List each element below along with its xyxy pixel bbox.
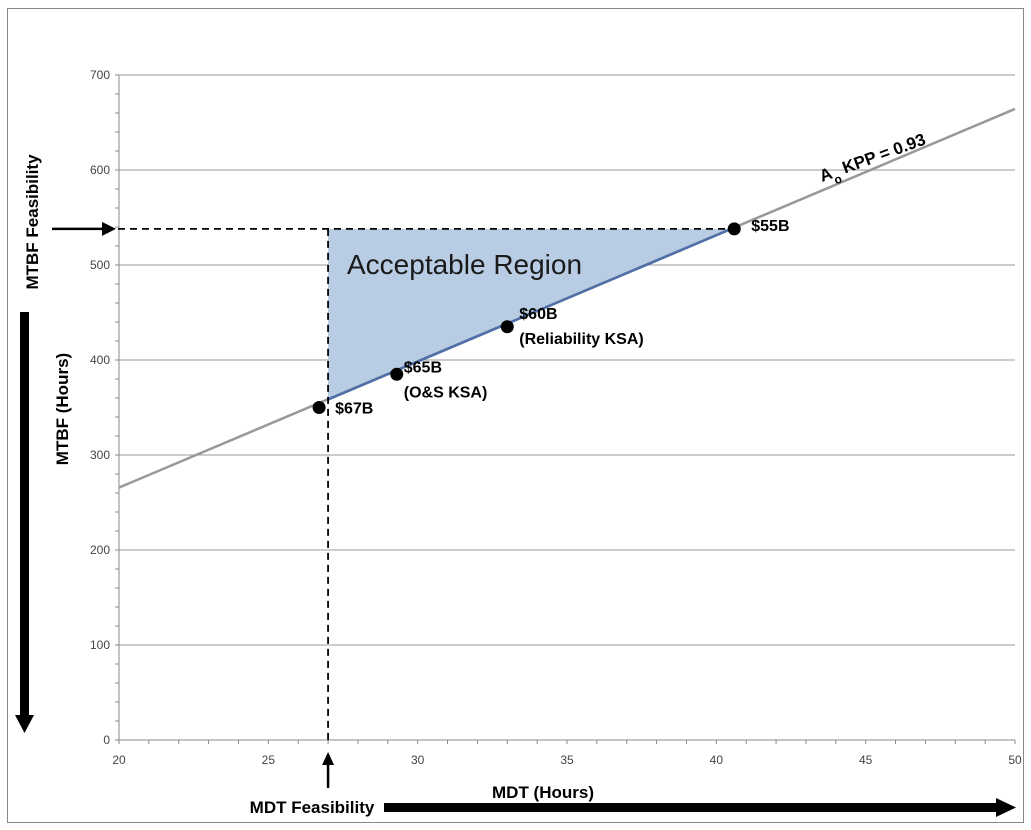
x-tick-label: 20 — [112, 753, 126, 767]
point-sublabel: (O&S KSA) — [404, 384, 488, 401]
y-tick-label: 300 — [90, 448, 110, 462]
mtbf-feasibility-label: MTBF Feasibility — [23, 154, 42, 290]
y-axis-label: MTBF (Hours) — [53, 353, 72, 465]
series-group — [119, 107, 1016, 489]
data-point — [727, 222, 741, 236]
y-tick-label: 700 — [90, 68, 110, 82]
x-tick-label: 50 — [1008, 753, 1022, 767]
x-tick-label: 40 — [710, 753, 724, 767]
y-tick-label: 600 — [90, 163, 110, 177]
axes: 0 100 200 300 400 500 600 700 20 25 30 35 40 45 50 — [90, 68, 1022, 767]
point-label: $55B — [751, 218, 789, 235]
point-label: $65B — [404, 359, 442, 376]
x-tick-label: 25 — [262, 753, 276, 767]
chart-text: Acceptable Region Ao KPP = 0.93 MDT (Hou… — [23, 130, 930, 817]
y-tick-label: 400 — [90, 353, 110, 367]
mdt-direction-arrowhead — [996, 798, 1016, 817]
series-label-rest: KPP = 0.93 — [835, 130, 928, 179]
x-tick-label: 35 — [560, 753, 574, 767]
y-tick-label: 0 — [103, 733, 110, 747]
data-point — [312, 401, 326, 414]
region-label: Acceptable Region — [347, 249, 582, 280]
mdt-feasibility-label: MDT Feasibility — [250, 798, 375, 817]
mdt-direction-arrow — [384, 803, 998, 812]
chart-frame — [7, 8, 1024, 823]
mtbf-direction-arrow — [20, 312, 29, 717]
y-tick-label: 500 — [90, 258, 110, 272]
data-point — [500, 320, 514, 334]
x-tick-label: 30 — [411, 753, 425, 767]
point-label: $67B — [335, 401, 373, 418]
series-label-a: A — [817, 164, 835, 186]
y-tick-label: 100 — [90, 638, 110, 652]
mdt-feasibility-arrowhead — [322, 752, 335, 765]
mtbf-direction-arrowhead — [15, 715, 34, 733]
y-tick-label: 200 — [90, 543, 110, 557]
data-point — [390, 367, 404, 381]
point-sublabel: (Reliability KSA) — [519, 331, 643, 348]
x-tick-label: 45 — [859, 753, 873, 767]
points-group: $67B $65B (O&S KSA) $60B (Reliability KSA) $5… — [312, 218, 790, 418]
series-label: Ao KPP = 0.93 — [817, 130, 930, 192]
point-label: $60B — [519, 306, 557, 323]
feasibility-guides — [15, 221, 1016, 817]
series-label-sub: o — [832, 172, 844, 188]
mtbf-feasibility-arrowhead — [102, 221, 116, 236]
x-axis-label: MDT (Hours) — [492, 783, 594, 802]
